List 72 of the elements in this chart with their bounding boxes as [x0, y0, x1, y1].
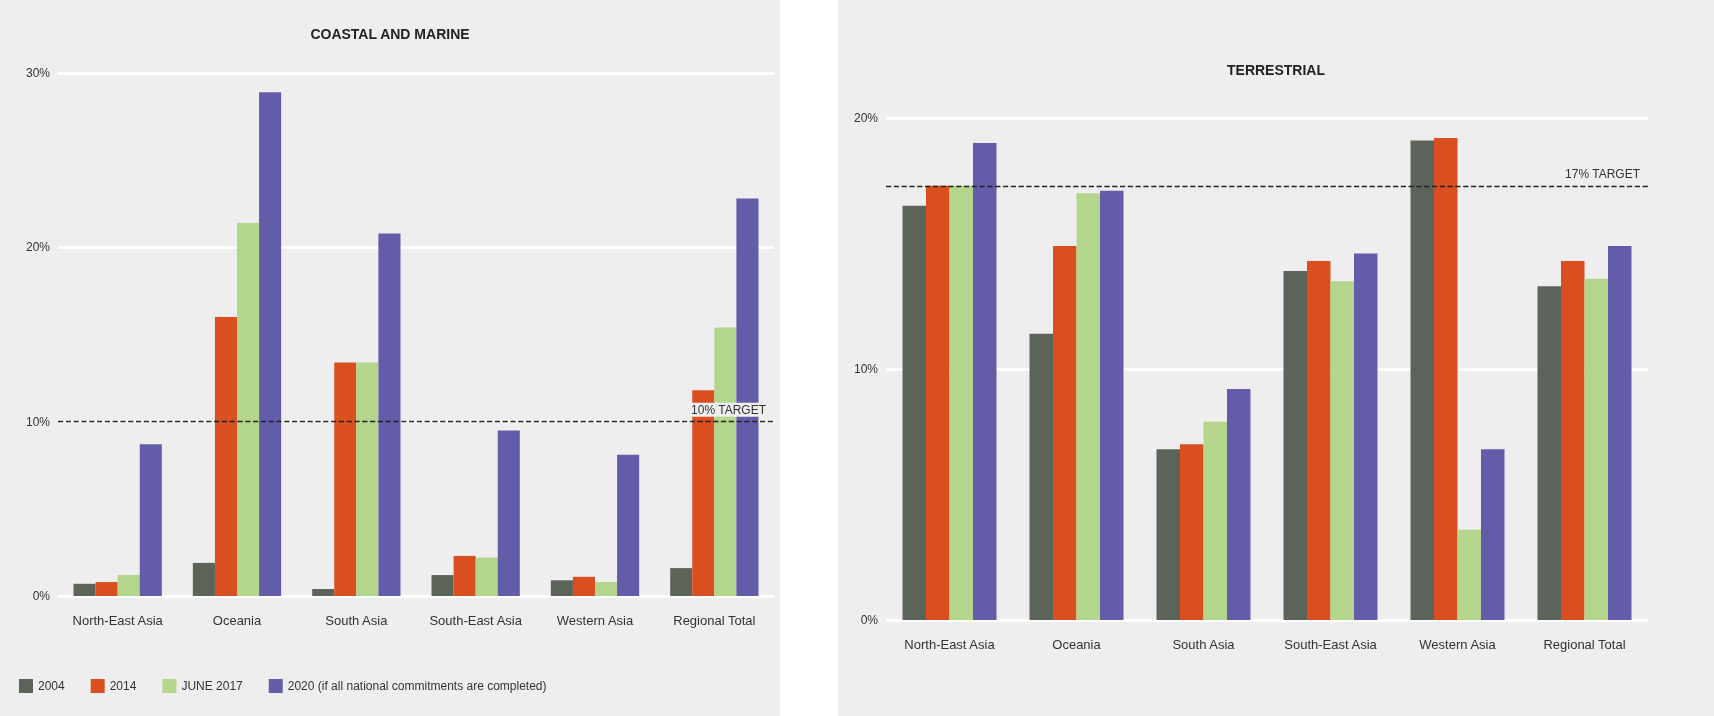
bar — [475, 557, 498, 596]
legend-label: 2020 (if all national commitments are completed) — [287, 679, 547, 693]
bar — [1584, 278, 1608, 620]
bar — [1354, 253, 1378, 620]
bar — [95, 582, 118, 596]
x-tick-label: South-East Asia — [429, 613, 523, 628]
x-tick-label: North-East Asia — [72, 613, 164, 628]
bar — [617, 454, 640, 596]
x-tick-label: South Asia — [1172, 637, 1236, 652]
bar — [949, 185, 973, 620]
ref-line-label: 17% TARGET — [1565, 166, 1641, 181]
bar — [334, 362, 357, 596]
x-tick-label: South-East Asia — [1284, 637, 1378, 652]
bar — [117, 575, 140, 596]
bar — [926, 185, 950, 620]
x-tick-label: Oceania — [212, 613, 262, 628]
x-tick-label: North-East Asia — [904, 637, 996, 652]
bar — [73, 583, 96, 596]
y-tick-label: 10% — [25, 414, 51, 429]
bar — [670, 568, 693, 596]
bar — [1561, 261, 1585, 620]
bar — [1481, 449, 1505, 620]
y-tick-label: 0% — [32, 589, 51, 603]
chart-title: COASTAL AND MARINE — [310, 26, 470, 42]
bar — [1156, 449, 1181, 620]
bar — [497, 430, 520, 596]
y-tick-label: 20% — [853, 111, 879, 125]
bar — [1180, 444, 1204, 620]
x-tick-label: Western Asia — [1419, 637, 1497, 652]
bar — [192, 562, 215, 596]
bar — [1226, 389, 1251, 620]
y-tick-label: 10% — [853, 362, 879, 376]
x-tick-label: Oceania — [1052, 637, 1102, 652]
bar — [312, 589, 335, 596]
legend-label: 2004 — [38, 679, 66, 693]
bar — [595, 582, 618, 596]
bar — [1076, 193, 1100, 620]
x-tick-label: Regional Total — [1543, 637, 1626, 652]
bar — [572, 576, 595, 596]
legend-label: 2014 — [109, 679, 137, 693]
bar — [214, 317, 237, 596]
bar — [431, 575, 454, 596]
bar — [378, 233, 401, 596]
y-tick-label: 30% — [25, 66, 51, 80]
bar — [1099, 190, 1124, 620]
bar — [973, 143, 997, 620]
bar — [237, 222, 260, 596]
legend-label: JUNE 2017 — [181, 679, 244, 693]
bar — [259, 92, 282, 596]
x-tick-label: Regional Total — [673, 613, 756, 628]
chart-title: TERRESTRIAL — [1227, 62, 1326, 78]
bar — [1434, 138, 1458, 620]
ref-line-label: 10% TARGET — [691, 402, 767, 417]
bar — [1307, 261, 1331, 620]
bar — [356, 362, 379, 596]
bar — [1410, 140, 1435, 620]
x-tick-label: South Asia — [325, 613, 389, 628]
y-tick-label: 0% — [860, 613, 879, 627]
bar — [139, 444, 162, 596]
bar — [453, 555, 476, 596]
bar — [1283, 271, 1308, 620]
x-tick-label: Western Asia — [556, 613, 634, 628]
bar — [1537, 286, 1562, 620]
bar — [1330, 281, 1354, 620]
bar — [1203, 421, 1227, 620]
bar — [1457, 529, 1481, 620]
bar — [550, 580, 573, 596]
bar — [1053, 246, 1077, 620]
bar — [1029, 333, 1054, 620]
y-tick-label: 20% — [25, 240, 51, 255]
bar — [902, 205, 927, 620]
bar — [1608, 246, 1632, 620]
